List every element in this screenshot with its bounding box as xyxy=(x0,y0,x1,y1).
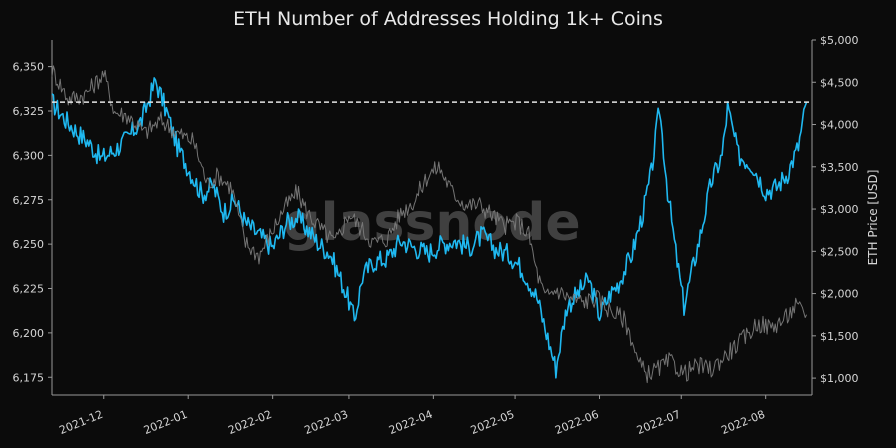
right-tick-label: $2,000 xyxy=(820,288,859,301)
right-tick-label: $5,000 xyxy=(820,34,859,47)
x-tick-label: 2022-06 xyxy=(553,408,600,437)
price-series-line xyxy=(51,65,808,384)
left-tick-label: 6,350 xyxy=(13,61,45,74)
x-tick-label: 2022-08 xyxy=(719,408,766,437)
left-tick-label: 6,275 xyxy=(13,194,45,207)
left-tick-label: 6,200 xyxy=(13,327,45,340)
chart-title: ETH Number of Addresses Holding 1k+ Coin… xyxy=(233,8,663,30)
x-tick-label: 2022-03 xyxy=(303,408,350,437)
left-tick-label: 6,175 xyxy=(13,371,45,384)
left-tick-label: 6,250 xyxy=(13,238,45,251)
right-tick-label: $3,500 xyxy=(820,161,859,174)
right-tick-label: $1,000 xyxy=(820,372,859,385)
x-tick-label: 2021-12 xyxy=(57,408,104,437)
x-tick-label: 2022-02 xyxy=(226,408,273,437)
right-tick-label: $1,500 xyxy=(820,330,859,343)
x-tick-label: 2022-05 xyxy=(469,408,516,437)
right-axis-label: ETH Price [USD] xyxy=(866,170,880,266)
addresses-series-line xyxy=(51,77,808,379)
right-tick-label: $4,000 xyxy=(820,119,859,132)
watermark-text: glassnode xyxy=(283,193,580,253)
x-tick-label: 2022-01 xyxy=(142,408,189,437)
x-tick-label: 2022-07 xyxy=(635,408,682,437)
right-tick-label: $2,500 xyxy=(820,245,859,258)
left-tick-label: 6,300 xyxy=(13,149,45,162)
left-tick-label: 6,225 xyxy=(13,283,45,296)
right-tick-label: $4,500 xyxy=(820,76,859,89)
x-tick-label: 2022-04 xyxy=(387,408,434,437)
left-tick-label: 6,325 xyxy=(13,105,45,118)
right-tick-label: $3,000 xyxy=(820,203,859,216)
